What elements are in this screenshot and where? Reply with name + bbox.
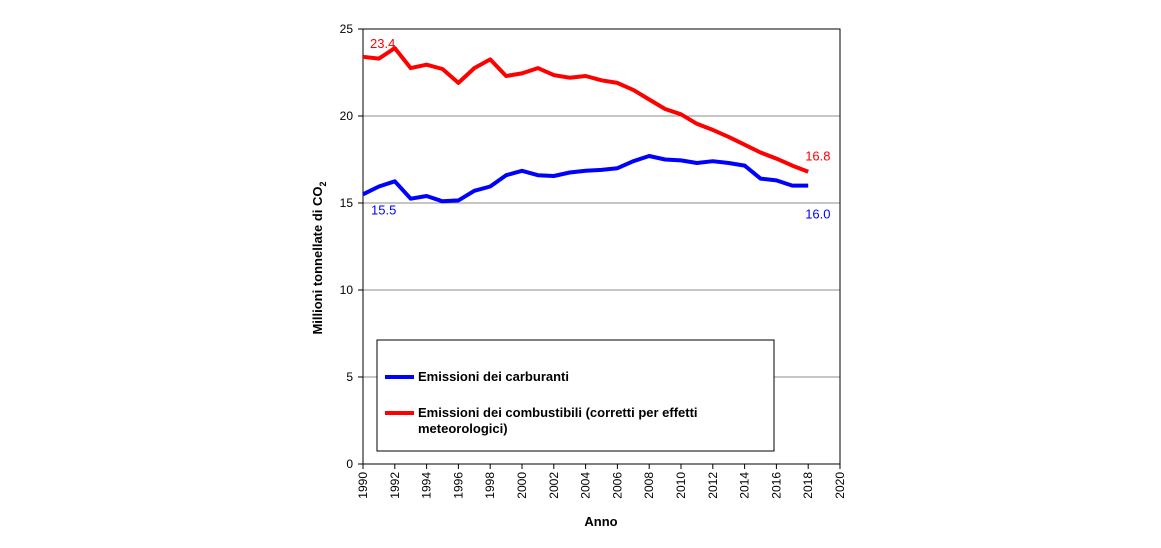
y-tick-label-5: 5 (346, 370, 353, 384)
legend-label-combustibili: Emissioni dei combustibili (corretti per… (418, 405, 701, 436)
y-axis-title-main: Millioni tonnellate di CO (310, 186, 325, 334)
plot-area-frame (362, 28, 841, 465)
data-label-combustibili-start: 23.4 (370, 36, 395, 51)
legend-label-carburanti: Emissioni dei carburanti (418, 369, 569, 384)
data-label-carburanti-start: 15.5 (371, 202, 396, 217)
x-tick-label-2018: 2018 (801, 472, 815, 499)
y-tick-label-10: 10 (340, 283, 354, 297)
x-tick-label-2020: 2020 (833, 472, 847, 499)
legend-label-combustibili-line1: Emissioni dei combustibili (corretti per… (418, 405, 698, 420)
x-tick-label-1990: 1990 (356, 472, 370, 499)
x-tick-label-1998: 1998 (483, 472, 497, 499)
x-tick-label-2000: 2000 (515, 472, 529, 499)
x-tick-label-2008: 2008 (642, 472, 656, 499)
y-tick-label-25: 25 (340, 22, 354, 36)
x-tick-label-2016: 2016 (769, 472, 783, 499)
x-tick-label-2012: 2012 (706, 472, 720, 499)
x-tick-label-1992: 1992 (388, 472, 402, 499)
x-tick-label-2006: 2006 (610, 472, 624, 499)
x-tick-label-2014: 2014 (738, 472, 752, 499)
legend-label-combustibili-line2: meteorologici) (418, 421, 508, 436)
y-axis-title: Millioni tonnellate di CO2 (310, 181, 328, 334)
y-tick-label-0: 0 (346, 457, 353, 471)
series-line-combustibili (362, 46, 809, 174)
x-tick-label-2010: 2010 (674, 472, 688, 499)
y-axis-title-subscript: 2 (318, 181, 328, 186)
series-lines (362, 46, 809, 204)
x-tick-label-1996: 1996 (451, 472, 465, 499)
y-tick-label-15: 15 (340, 196, 354, 210)
y-axis-ticks: 0 5 10 15 20 25 (340, 22, 363, 471)
data-labels: 23.4 16.8 15.5 16.0 (370, 36, 831, 222)
x-tick-label-1994: 1994 (420, 472, 434, 499)
data-label-combustibili-end: 16.8 (805, 149, 830, 164)
legend: Emissioni dei carburanti Emissioni dei c… (376, 339, 775, 452)
x-tick-label-2004: 2004 (579, 472, 593, 499)
x-axis-ticks: 1990 1992 1994 1996 1998 2000 2002 2004 2006 2008… (356, 464, 847, 499)
y-tick-label-20: 20 (340, 109, 354, 123)
data-label-carburanti-end: 16.0 (805, 207, 830, 222)
series-line-carburanti (362, 154, 809, 204)
x-tick-label-2002: 2002 (547, 472, 561, 499)
x-axis-title: Anno (584, 514, 617, 529)
legend-box (376, 339, 775, 452)
